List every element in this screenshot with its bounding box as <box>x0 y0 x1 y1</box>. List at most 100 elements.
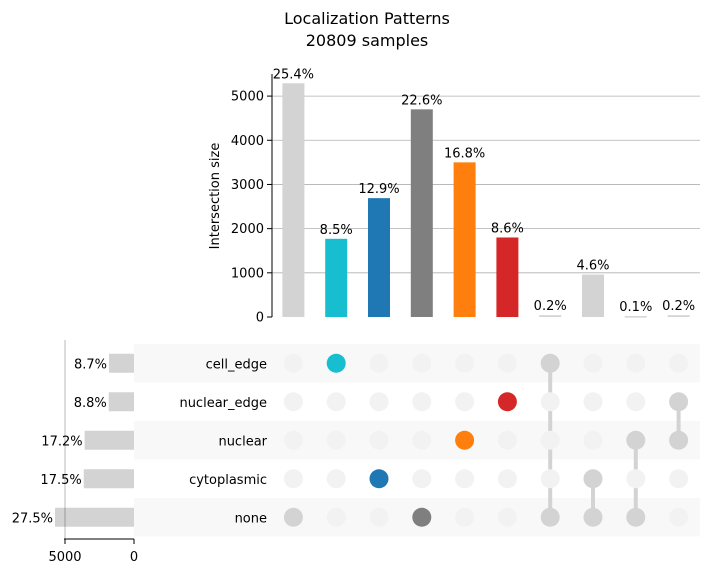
intersection-bar-label: 0.2% <box>662 299 695 314</box>
y-axis-label: Intersection size <box>208 143 223 250</box>
set-size-bar <box>108 392 134 412</box>
y-tick-label: 2000 <box>231 222 264 237</box>
set-name-label: cytoplasmic <box>189 473 267 488</box>
set-size-label: 27.5% <box>12 511 53 526</box>
set-name-label: nuclear_edge <box>179 396 267 411</box>
y-axis: 0 1000 2000 3000 4000 5000 <box>231 74 273 326</box>
matrix-dot-inactive <box>412 353 432 373</box>
matrix-dot-inactive <box>326 392 346 412</box>
matrix-dot-inactive <box>326 430 346 450</box>
chart-title: Localization Patterns <box>284 9 450 28</box>
intersection-bar <box>325 238 348 317</box>
matrix-dot-inactive <box>326 507 346 527</box>
matrix-dot-inactive <box>455 392 475 412</box>
set-size-axis: 5000 0 <box>48 340 138 565</box>
matrix-dot-inactive <box>369 507 389 527</box>
y-tick-label: 1000 <box>231 266 264 281</box>
matrix-dot-active <box>669 392 689 412</box>
matrix-dot-active <box>412 507 432 527</box>
set-size-bar <box>109 353 134 373</box>
intersection-bar <box>410 109 433 317</box>
set-size-label: 17.5% <box>40 473 81 488</box>
matrix-dot-inactive <box>540 392 560 412</box>
intersection-bar <box>539 315 562 317</box>
intersection-bar-label: 8.6% <box>491 221 524 236</box>
set-name-label: none <box>235 511 267 526</box>
matrix-dot-inactive <box>283 392 303 412</box>
set-size-bars: 8.7% 8.8% 17.2% 17.5% 27.5% <box>12 353 134 527</box>
matrix-dot-active <box>626 430 646 450</box>
set-size-bar <box>55 507 134 527</box>
intersection-bar-label: 0.1% <box>619 300 652 315</box>
matrix-dot-inactive <box>412 392 432 412</box>
matrix-dot-inactive <box>326 469 346 489</box>
matrix-dot-active <box>583 507 603 527</box>
matrix-dot-inactive <box>669 507 689 527</box>
y-tick-label: 0 <box>256 311 264 326</box>
intersection-bar-label: 0.2% <box>534 299 567 314</box>
matrix-dot-inactive <box>497 469 517 489</box>
matrix-dot-active <box>540 353 560 373</box>
chart-subtitle: 20809 samples <box>306 31 429 50</box>
matrix-dots <box>283 353 689 527</box>
matrix-dot-inactive <box>497 430 517 450</box>
intersection-bar-label: 25.4% <box>273 67 314 82</box>
y-tick-label: 5000 <box>231 90 264 105</box>
matrix-dot-active <box>283 507 303 527</box>
matrix-dot-inactive <box>412 430 432 450</box>
matrix-dot-inactive <box>669 469 689 489</box>
set-size-bar <box>83 469 134 489</box>
matrix-dot-inactive <box>626 392 646 412</box>
intersection-bar <box>368 198 390 317</box>
set-size-label: 17.2% <box>41 434 82 449</box>
set-size-label: 8.7% <box>74 357 107 372</box>
y-gridlines <box>272 95 700 274</box>
matrix-dot-active <box>540 507 560 527</box>
matrix-dot-inactive <box>583 353 603 373</box>
matrix-dot-inactive <box>626 353 646 373</box>
matrix-dot-active <box>369 469 389 489</box>
matrix-dot-inactive <box>283 353 303 373</box>
intersection-bar <box>667 315 690 317</box>
matrix-dot-inactive <box>583 430 603 450</box>
y-tick-label: 3000 <box>231 178 264 193</box>
matrix-dot-inactive <box>540 430 560 450</box>
intersection-bar <box>282 83 305 317</box>
intersection-bar <box>582 274 604 317</box>
intersection-bar-labels: 25.4% 8.5% 12.9% 22.6% 16.8% 8.6% 0.2% 4.6% 0.1%… <box>273 67 695 315</box>
matrix-dot-active <box>455 430 475 450</box>
matrix-dot-inactive <box>283 469 303 489</box>
matrix-dot-inactive <box>497 353 517 373</box>
matrix-dot-inactive <box>412 469 432 489</box>
intersection-bar-label: 16.8% <box>444 146 485 161</box>
matrix-dot-inactive <box>540 469 560 489</box>
intersection-bar <box>624 316 647 318</box>
intersection-bars <box>282 83 690 318</box>
y-tick-label: 4000 <box>231 134 264 149</box>
matrix-dot-inactive <box>669 353 689 373</box>
set-size-label: 8.8% <box>74 396 107 411</box>
matrix-dot-inactive <box>455 353 475 373</box>
matrix-dot-active <box>626 507 646 527</box>
matrix-dot-active <box>583 469 603 489</box>
matrix-dot-active <box>669 430 689 450</box>
intersection-bar-label: 12.9% <box>358 182 399 197</box>
intersection-bar <box>453 162 476 317</box>
set-size-bar <box>84 430 134 450</box>
intersection-bar-label: 4.6% <box>576 259 609 274</box>
set-name-label: cell_edge <box>206 357 267 372</box>
matrix-dot-inactive <box>626 469 646 489</box>
matrix-dot-inactive <box>497 507 517 527</box>
matrix-dot-inactive <box>369 353 389 373</box>
intersection-bar-label: 22.6% <box>401 93 442 108</box>
set-name-label: nuclear <box>218 434 267 449</box>
matrix-dot-active <box>326 353 346 373</box>
matrix-dot-inactive <box>583 392 603 412</box>
matrix-dot-inactive <box>283 430 303 450</box>
set-axis-tick-label: 0 <box>130 550 138 565</box>
matrix-dot-inactive <box>455 469 475 489</box>
intersection-bar-label: 8.5% <box>320 223 353 238</box>
matrix-dot-active <box>497 392 517 412</box>
